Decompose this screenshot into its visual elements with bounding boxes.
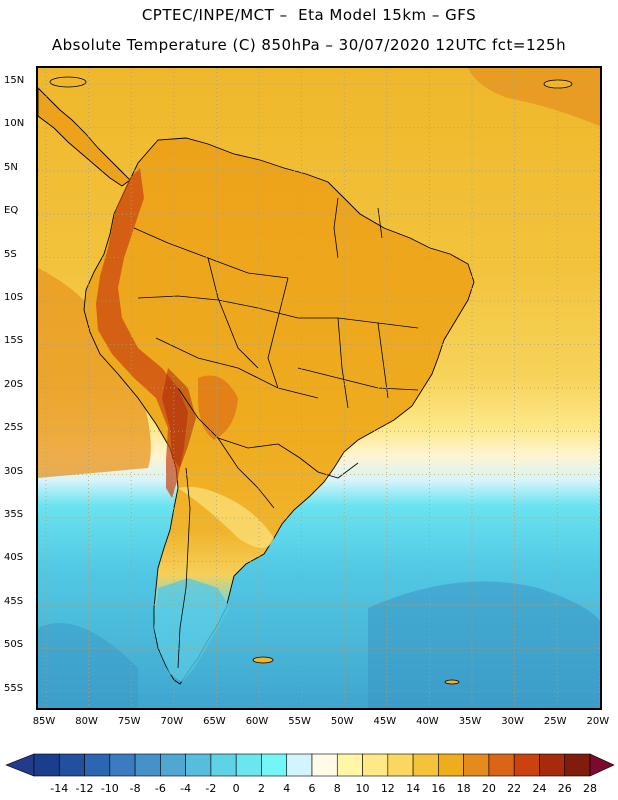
- lat-label: 10N: [4, 118, 25, 130]
- colorbar-label: 24: [532, 782, 547, 795]
- colorbar-segment: [311, 753, 338, 777]
- colorbar-label: 18: [456, 782, 471, 795]
- south-america-land: [83, 137, 475, 685]
- colorbar-label: 22: [507, 782, 522, 795]
- colorbar: [5, 753, 615, 777]
- colorbar-right-arrow: [589, 753, 615, 777]
- country-borders: [133, 197, 419, 669]
- colorbar-segment: [185, 753, 212, 777]
- colorbar-label: 14: [406, 782, 421, 795]
- lat-label: 5S: [4, 248, 17, 260]
- lon-label: 25W: [543, 716, 567, 727]
- lon-label: 55W: [288, 716, 311, 727]
- colorbar-segment: [412, 753, 439, 777]
- chart-title-line2: Absolute Temperature (C) 850hPa – 30/07/…: [51, 36, 567, 54]
- map-panel: [36, 66, 602, 710]
- cold-swirl-se: [368, 581, 600, 708]
- lon-label: 20W: [586, 716, 610, 727]
- colorbar-label: 16: [431, 782, 446, 795]
- colorbar-segment: [488, 753, 515, 777]
- colorbar-label: 28: [583, 782, 597, 795]
- pampas-yellow-area: [178, 486, 274, 548]
- colorbar-segment: [210, 753, 237, 777]
- colorbar-segment: [513, 753, 540, 777]
- colorbar-label: 8: [333, 782, 341, 795]
- colorbar-label: -14: [50, 782, 69, 795]
- lon-label: 85W: [32, 716, 56, 727]
- colorbar-segment: [261, 753, 288, 777]
- chaco-warm-area: [198, 375, 238, 440]
- cold-swirl-sw: [38, 623, 138, 708]
- colorbar-label: 4: [283, 782, 291, 795]
- lon-label: 65W: [203, 716, 226, 727]
- colorbar-label: 10: [355, 782, 370, 795]
- lat-label: 5N: [4, 161, 18, 173]
- colorbar-segment: [438, 753, 464, 777]
- lat-label: 20S: [4, 378, 24, 390]
- lat-label: 55S: [4, 682, 24, 694]
- chart-title-line1: CPTEC/INPE/MCT – Eta Model 15km – GFS: [141, 6, 477, 24]
- lat-label: 10S: [4, 292, 24, 303]
- colorbar-label: 6: [308, 782, 316, 795]
- colorbar-segment: [539, 753, 566, 777]
- lat-label: 15S: [4, 335, 24, 347]
- lat-label: 50S: [4, 639, 24, 651]
- andes-hot-core: [162, 368, 196, 468]
- colorbar-label: 2: [257, 782, 265, 795]
- colorbar-label: -4: [180, 782, 192, 795]
- lon-label: 45W: [373, 716, 397, 727]
- lat-label: 15N: [4, 75, 25, 86]
- colorbar-segment: [564, 753, 591, 777]
- lat-lon-grid: [38, 68, 600, 708]
- colorbar-segment: [336, 753, 363, 777]
- lon-label: 40W: [416, 716, 439, 727]
- colorbar-label: -12: [75, 782, 94, 795]
- temperature-map: [38, 68, 600, 708]
- lon-label: 35W: [458, 716, 482, 727]
- patagonia-cold-area: [154, 578, 230, 682]
- lat-label: 25S: [4, 422, 24, 434]
- colorbar-label: 0: [232, 782, 240, 795]
- lat-label: 30S: [4, 465, 24, 477]
- colorbar-segment: [134, 753, 161, 777]
- colorbar-label: 20: [481, 782, 496, 795]
- colorbar-segment: [84, 753, 111, 777]
- lon-label: 70W: [160, 716, 184, 727]
- andes-warm-band: [96, 168, 188, 498]
- colorbar-label: -6: [154, 782, 166, 795]
- pacific-warm-area: [38, 268, 151, 478]
- colorbar-label: 12: [380, 782, 395, 795]
- colorbar-segment: [463, 753, 490, 777]
- colorbar-label: -2: [205, 782, 217, 795]
- colorbar-label: 26: [557, 782, 572, 795]
- lat-label: EQ: [4, 205, 19, 217]
- colorbar-segment: [58, 753, 85, 777]
- colorbar-left-arrow: [5, 753, 35, 777]
- lat-label: 35S: [4, 509, 24, 520]
- lon-label: 50W: [330, 716, 354, 727]
- lat-label: 45S: [4, 595, 24, 607]
- colorbar-label: -8: [129, 782, 141, 795]
- lat-label: 40S: [4, 552, 24, 564]
- lon-label: 75W: [117, 716, 141, 727]
- lon-label: 30W: [501, 716, 524, 727]
- colorbar-segment: [109, 753, 136, 777]
- colorbar-segment: [286, 753, 313, 777]
- colorbar-segment: [362, 753, 389, 777]
- colorbar-segment: [33, 753, 60, 777]
- lon-label: 60W: [245, 716, 269, 727]
- colorbar-segment: [387, 753, 414, 777]
- colorbar-segment: [160, 753, 186, 777]
- colorbar-segment: [235, 753, 262, 777]
- colorbar-label: -10: [100, 782, 119, 795]
- lon-label: 80W: [75, 716, 98, 727]
